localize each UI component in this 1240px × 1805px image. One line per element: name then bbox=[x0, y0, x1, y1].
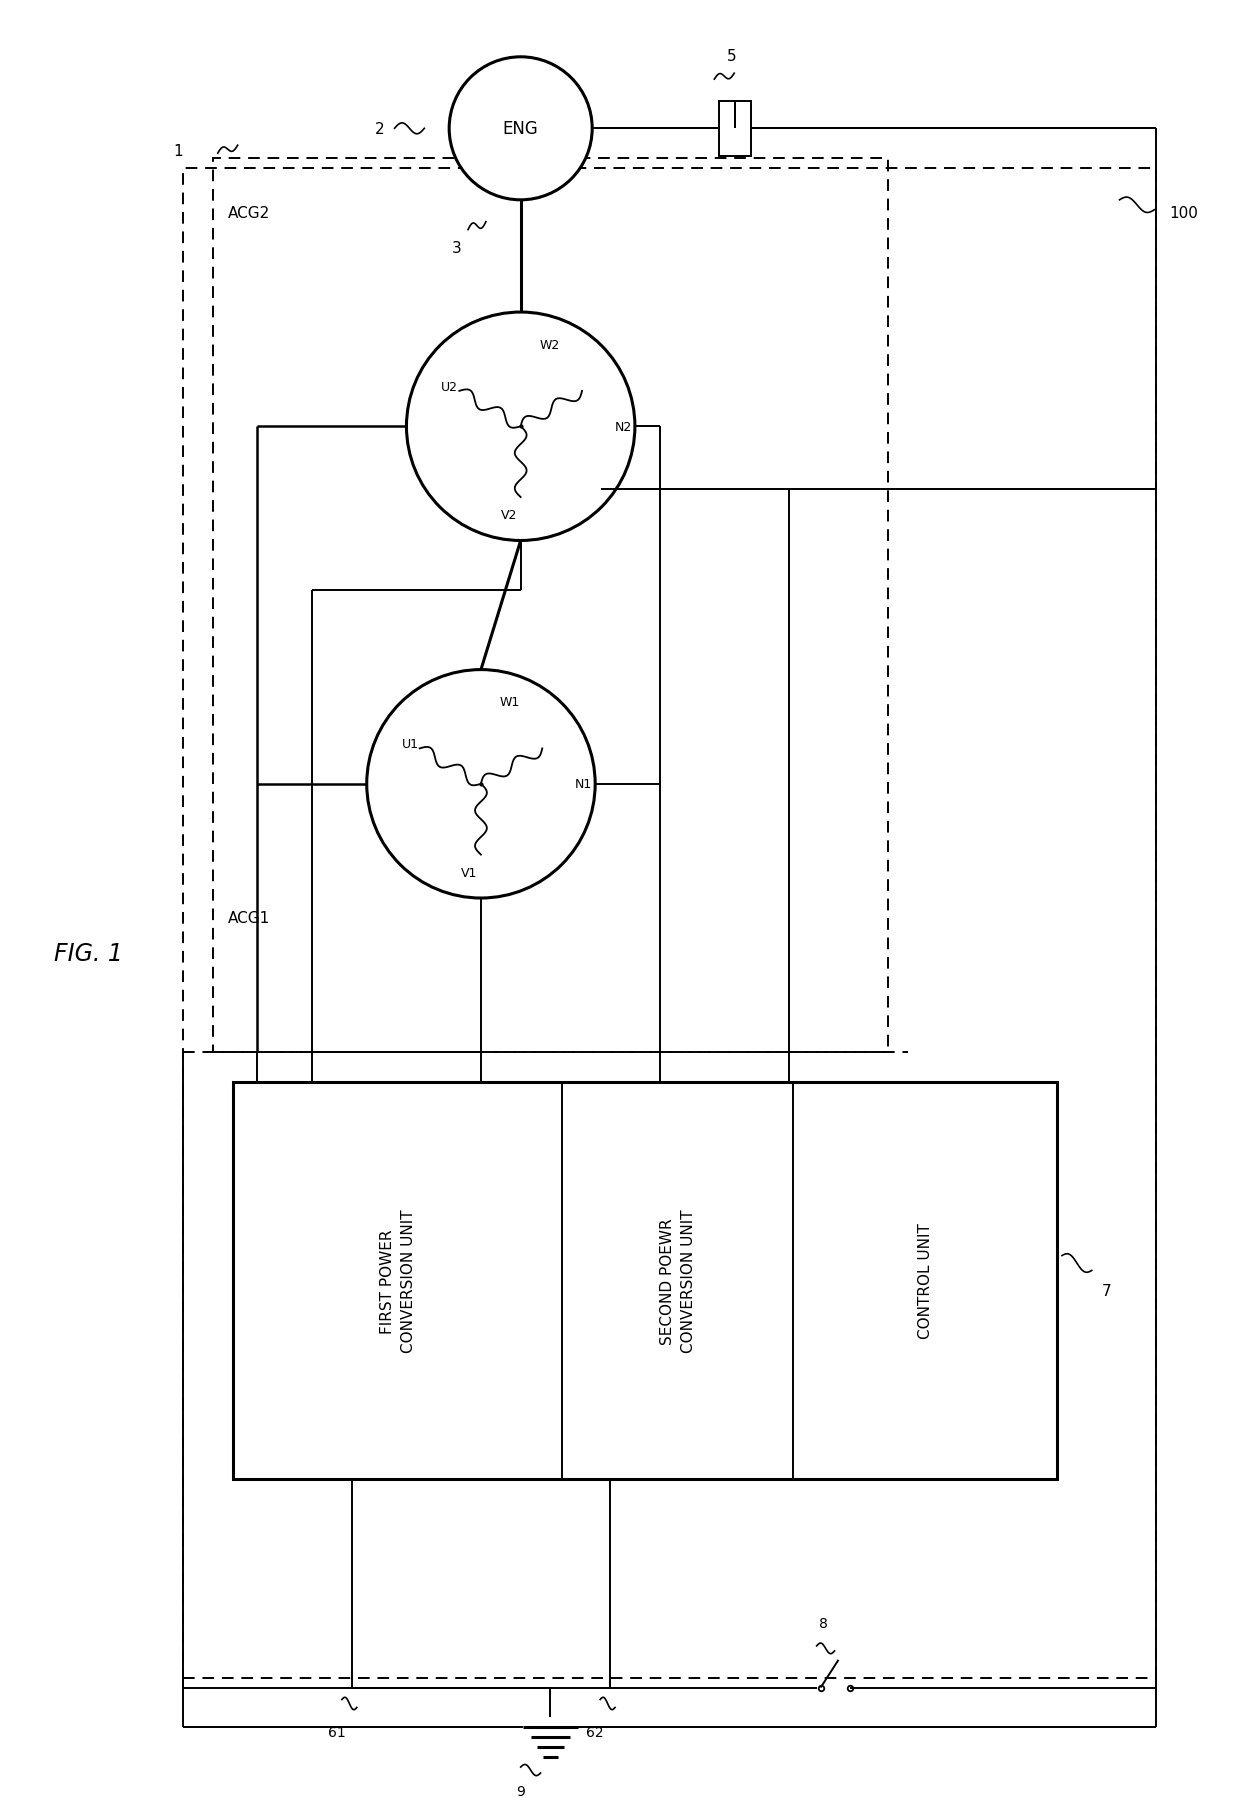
Text: FIG. 1: FIG. 1 bbox=[53, 940, 123, 966]
Bar bbox=[184, 170, 1157, 1677]
Text: V2: V2 bbox=[501, 509, 517, 522]
Text: 3: 3 bbox=[451, 240, 461, 255]
Text: ACG1: ACG1 bbox=[228, 912, 270, 926]
Text: 61: 61 bbox=[329, 1726, 346, 1740]
Text: 8: 8 bbox=[820, 1615, 828, 1630]
Circle shape bbox=[367, 670, 595, 899]
Text: U1: U1 bbox=[402, 738, 419, 751]
Text: 9: 9 bbox=[516, 1783, 525, 1798]
Text: 7: 7 bbox=[1101, 1283, 1111, 1298]
Bar bbox=[719, 101, 751, 157]
Bar bbox=[233, 1083, 1056, 1480]
Text: SECOND POEWR
CONVERSION UNIT: SECOND POEWR CONVERSION UNIT bbox=[660, 1209, 696, 1352]
Text: N1: N1 bbox=[574, 778, 591, 791]
Text: 5: 5 bbox=[727, 49, 737, 65]
Text: 62: 62 bbox=[587, 1726, 604, 1740]
Text: W2: W2 bbox=[539, 338, 559, 352]
Circle shape bbox=[407, 312, 635, 542]
Text: 2: 2 bbox=[374, 121, 384, 137]
Text: 100: 100 bbox=[1169, 206, 1198, 220]
Text: ACG2: ACG2 bbox=[228, 206, 270, 220]
Text: CONTROL UNIT: CONTROL UNIT bbox=[918, 1222, 932, 1339]
Text: N2: N2 bbox=[614, 421, 631, 433]
Text: U2: U2 bbox=[441, 381, 459, 393]
Text: W1: W1 bbox=[500, 695, 520, 709]
Text: ENG: ENG bbox=[502, 121, 538, 139]
Text: FIRST POWER
CONVERSION UNIT: FIRST POWER CONVERSION UNIT bbox=[379, 1209, 415, 1352]
Circle shape bbox=[449, 58, 593, 200]
Text: 1: 1 bbox=[174, 144, 184, 159]
Bar bbox=[213, 159, 888, 1052]
Text: V1: V1 bbox=[461, 866, 477, 879]
